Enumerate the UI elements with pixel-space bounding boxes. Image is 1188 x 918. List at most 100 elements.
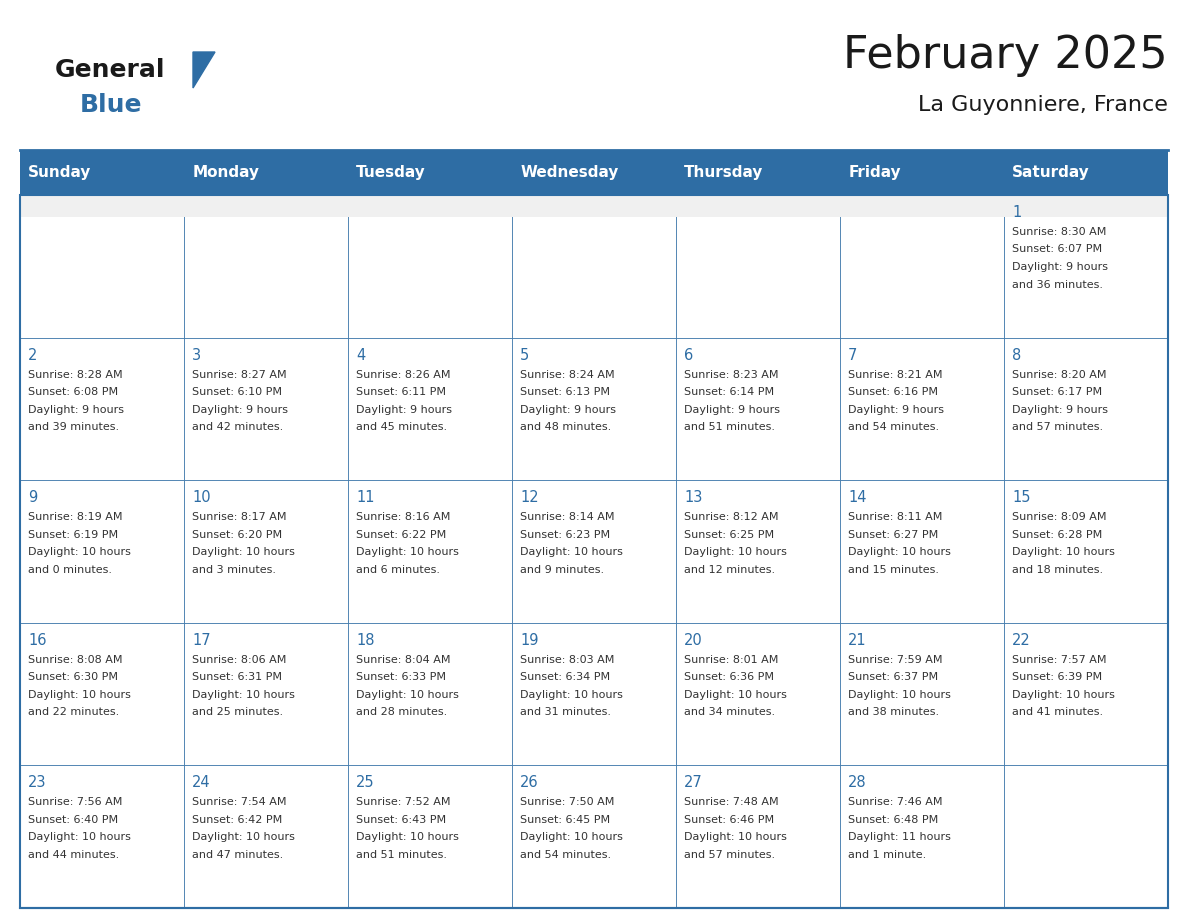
Text: Daylight: 9 hours: Daylight: 9 hours [848,405,944,415]
Bar [676,195,840,338]
Text: Sunrise: 7:50 AM: Sunrise: 7:50 AM [520,798,614,808]
Text: 1: 1 [1012,205,1022,220]
Bar [20,766,184,908]
Bar [676,480,840,622]
Text: Daylight: 10 hours: Daylight: 10 hours [356,547,459,557]
Text: Sunrise: 8:01 AM: Sunrise: 8:01 AM [684,655,778,665]
Text: General: General [55,58,165,82]
Text: Sunday: Sunday [29,165,91,180]
Text: Sunset: 6:10 PM: Sunset: 6:10 PM [192,387,283,397]
Text: Sunrise: 7:59 AM: Sunrise: 7:59 AM [848,655,943,665]
Bar [20,150,1168,195]
Text: Daylight: 9 hours: Daylight: 9 hours [684,405,781,415]
Text: Sunset: 6:28 PM: Sunset: 6:28 PM [1012,530,1102,540]
Bar [348,195,512,338]
Bar [184,766,348,908]
Text: Daylight: 10 hours: Daylight: 10 hours [684,547,788,557]
Text: Sunset: 6:39 PM: Sunset: 6:39 PM [1012,672,1102,682]
Text: Sunset: 6:22 PM: Sunset: 6:22 PM [356,530,447,540]
Text: 28: 28 [848,776,867,790]
Bar [348,338,512,480]
Text: Daylight: 10 hours: Daylight: 10 hours [1012,689,1116,700]
Text: Daylight: 9 hours: Daylight: 9 hours [1012,262,1108,272]
Text: Sunrise: 8:27 AM: Sunrise: 8:27 AM [192,370,286,380]
Text: Sunset: 6:33 PM: Sunset: 6:33 PM [356,672,447,682]
Bar [20,480,184,622]
Text: and 34 minutes.: and 34 minutes. [684,707,776,717]
Text: Sunrise: 8:21 AM: Sunrise: 8:21 AM [848,370,943,380]
Text: Thursday: Thursday [684,165,764,180]
Text: Sunrise: 8:17 AM: Sunrise: 8:17 AM [192,512,286,522]
Text: Sunrise: 8:09 AM: Sunrise: 8:09 AM [1012,512,1107,522]
Text: 11: 11 [356,490,374,505]
Bar [184,480,348,622]
Text: and 57 minutes.: and 57 minutes. [1012,422,1104,432]
Text: Sunset: 6:13 PM: Sunset: 6:13 PM [520,387,611,397]
Text: and 48 minutes.: and 48 minutes. [520,422,612,432]
Text: Daylight: 10 hours: Daylight: 10 hours [520,833,623,843]
Text: 14: 14 [848,490,867,505]
Text: 24: 24 [192,776,210,790]
Text: 9: 9 [29,490,38,505]
Text: and 41 minutes.: and 41 minutes. [1012,707,1104,717]
Text: 2: 2 [29,348,38,363]
Text: 12: 12 [520,490,539,505]
Text: Sunset: 6:34 PM: Sunset: 6:34 PM [520,672,611,682]
Bar [840,195,1004,217]
Text: Sunset: 6:27 PM: Sunset: 6:27 PM [848,530,939,540]
Text: Sunset: 6:36 PM: Sunset: 6:36 PM [684,672,775,682]
Text: Daylight: 10 hours: Daylight: 10 hours [29,689,131,700]
Text: Daylight: 10 hours: Daylight: 10 hours [29,547,131,557]
Text: Sunset: 6:46 PM: Sunset: 6:46 PM [684,815,775,825]
Text: La Guyonniere, France: La Guyonniere, France [918,95,1168,115]
Text: Daylight: 10 hours: Daylight: 10 hours [192,833,295,843]
Text: Daylight: 10 hours: Daylight: 10 hours [29,833,131,843]
Text: Sunset: 6:31 PM: Sunset: 6:31 PM [192,672,283,682]
Text: Sunrise: 8:03 AM: Sunrise: 8:03 AM [520,655,614,665]
Text: Sunrise: 8:06 AM: Sunrise: 8:06 AM [192,655,286,665]
Bar [348,195,512,217]
Text: and 18 minutes.: and 18 minutes. [1012,565,1104,575]
Text: and 31 minutes.: and 31 minutes. [520,707,611,717]
Text: Sunrise: 7:56 AM: Sunrise: 7:56 AM [29,798,122,808]
Text: Daylight: 10 hours: Daylight: 10 hours [356,689,459,700]
Text: and 54 minutes.: and 54 minutes. [520,850,612,860]
Text: Sunrise: 8:08 AM: Sunrise: 8:08 AM [29,655,122,665]
Text: Sunset: 6:07 PM: Sunset: 6:07 PM [1012,244,1102,254]
Text: 26: 26 [520,776,539,790]
Text: Sunset: 6:40 PM: Sunset: 6:40 PM [29,815,119,825]
Bar [840,766,1004,908]
Text: Sunrise: 8:24 AM: Sunrise: 8:24 AM [520,370,615,380]
Text: and 22 minutes.: and 22 minutes. [29,707,120,717]
Text: Sunset: 6:11 PM: Sunset: 6:11 PM [356,387,447,397]
Text: 3: 3 [192,348,201,363]
Text: Sunrise: 8:11 AM: Sunrise: 8:11 AM [848,512,942,522]
Text: Daylight: 10 hours: Daylight: 10 hours [848,547,952,557]
Bar [184,338,348,480]
Bar [1004,195,1168,217]
Text: and 44 minutes.: and 44 minutes. [29,850,120,860]
Text: Tuesday: Tuesday [356,165,426,180]
Text: Sunrise: 8:14 AM: Sunrise: 8:14 AM [520,512,614,522]
Text: and 42 minutes.: and 42 minutes. [192,422,284,432]
Bar [348,480,512,622]
Bar [348,766,512,908]
Text: and 45 minutes.: and 45 minutes. [356,422,448,432]
Bar [676,195,840,217]
Text: and 6 minutes.: and 6 minutes. [356,565,441,575]
Text: Sunrise: 8:26 AM: Sunrise: 8:26 AM [356,370,450,380]
Text: 8: 8 [1012,348,1022,363]
Text: 10: 10 [192,490,210,505]
Text: Sunrise: 8:16 AM: Sunrise: 8:16 AM [356,512,450,522]
Text: 6: 6 [684,348,694,363]
Text: and 51 minutes.: and 51 minutes. [356,850,447,860]
Bar [20,195,184,338]
Text: and 57 minutes.: and 57 minutes. [684,850,776,860]
Text: and 54 minutes.: and 54 minutes. [848,422,940,432]
Text: 7: 7 [848,348,858,363]
Text: Daylight: 9 hours: Daylight: 9 hours [356,405,453,415]
Text: 19: 19 [520,633,538,648]
Bar [184,622,348,766]
Bar [840,480,1004,622]
Text: Daylight: 9 hours: Daylight: 9 hours [29,405,125,415]
